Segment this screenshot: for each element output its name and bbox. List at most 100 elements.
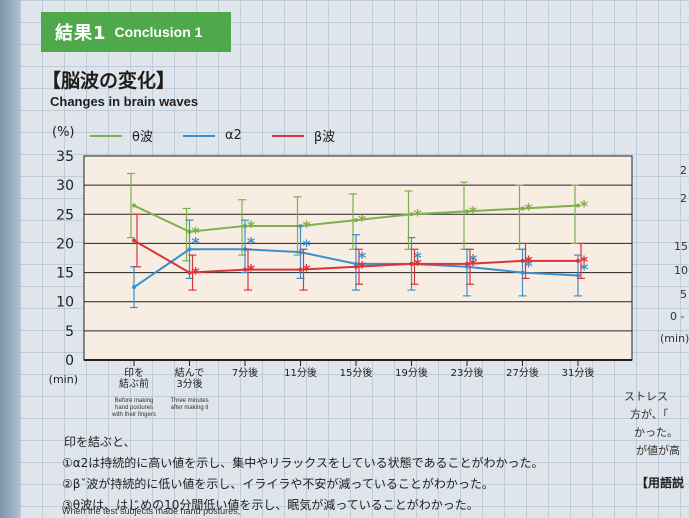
data-point: [354, 264, 358, 269]
significance-mark: *: [358, 258, 367, 277]
rp-tick-5: 5: [680, 288, 687, 301]
x-tick-label: 27分後: [506, 366, 539, 379]
note-line-3: ③θ波は、はじめの10分間低い値を示し、眠気が減っていることがわかった。: [62, 498, 479, 512]
significance-mark: *: [469, 255, 478, 274]
y-tick-label: 15: [56, 266, 74, 282]
notes-english: When the test subjects made hand posture…: [62, 506, 241, 516]
significance-mark: *: [413, 205, 422, 224]
badge-jp: 結果1: [55, 23, 107, 44]
conclusion-badge: 結果1 Conclusion 1: [41, 12, 231, 52]
legend-swatch-beta: [271, 134, 304, 137]
y-tick-label: 0: [65, 353, 74, 369]
significance-mark: *: [524, 252, 533, 271]
x-tick-note: after making it: [171, 405, 209, 411]
data-point: [409, 261, 414, 266]
y-tick-label: 5: [65, 324, 74, 340]
rp-tick-4: 10: [674, 264, 688, 277]
significance-mark: *: [247, 217, 256, 236]
legend-item-theta: θ波: [90, 126, 153, 145]
chart-legend: θ波 α2 β波: [90, 126, 335, 145]
data-point: [520, 206, 525, 211]
data-point: [576, 258, 580, 263]
rp-tick-unit: (min): [660, 332, 689, 345]
significance-mark: *: [191, 223, 200, 242]
rp-text-3: かった。: [634, 426, 678, 439]
section-subtitle: Changes in brain waves: [50, 94, 199, 109]
significance-mark: *: [302, 236, 311, 255]
significance-mark: *: [580, 259, 589, 278]
data-point: [354, 218, 358, 223]
significance-mark: *: [247, 261, 256, 280]
significance-mark: *: [413, 255, 422, 274]
data-point: [354, 261, 358, 266]
x-tick-note: with their fingers: [111, 412, 156, 418]
significance-mark: *: [302, 261, 311, 280]
x-tick-note: Three minutes: [170, 398, 208, 404]
x-tick-label: 結んで: [175, 366, 205, 379]
legend-label-beta: β波: [313, 130, 336, 145]
y-tick-label: 20: [56, 236, 74, 252]
notes-intro: 印を結ぶと、: [64, 435, 136, 449]
data-point: [132, 238, 136, 243]
rp-tick-2: 2: [680, 192, 687, 205]
data-point: [132, 285, 136, 290]
data-point: [576, 273, 580, 278]
section-title: 【脳波の変化】: [42, 70, 176, 92]
y-tick-label: 10: [56, 295, 74, 311]
significance-mark: *: [247, 233, 256, 252]
badge-en: Conclusion 1: [114, 24, 203, 40]
significance-mark: *: [580, 252, 589, 271]
conclusion-notes: 印を結ぶと、 ①α2は持続的に高い値を示し、集中やリラックスをしている状態である…: [62, 432, 543, 516]
legend-item-beta: β波: [271, 126, 336, 145]
data-point: [409, 212, 414, 217]
significance-mark: *: [191, 264, 200, 283]
legend-swatch-theta: [90, 134, 122, 137]
rp-text-4: が値が高: [636, 444, 680, 457]
data-point: [465, 209, 469, 214]
y-tick-label: 25: [56, 207, 74, 223]
rp-text-1: ストレス: [624, 390, 668, 403]
x-tick-note: hand postures: [115, 405, 153, 411]
y-unit-label: (%): [52, 125, 75, 140]
significance-mark: *: [524, 199, 533, 218]
significance-mark: *: [469, 202, 478, 221]
legend-label-theta: θ波: [132, 130, 153, 145]
data-point: [520, 270, 525, 275]
significance-mark: *: [358, 248, 367, 267]
legend-label-alpha2: α2: [224, 128, 242, 143]
significance-mark: *: [358, 211, 367, 230]
data-point: [520, 258, 525, 263]
x-tick-label: 23分後: [451, 366, 484, 379]
x-tick-note: Before making: [115, 398, 154, 404]
legend-item-alpha2: α2: [182, 126, 242, 145]
rp-tick-1: 2: [680, 164, 687, 177]
x-tick-label: 31分後: [562, 366, 595, 379]
significance-mark: *: [524, 257, 533, 276]
data-point: [298, 267, 303, 272]
x-tick-label: 結ぶ前: [119, 377, 149, 390]
x-tick-label: 11分後: [284, 366, 317, 379]
x-tick-label: 7分後: [232, 366, 258, 379]
display-edge: [0, 0, 22, 518]
significance-mark: *: [580, 197, 589, 216]
x-tick-label: 15分後: [340, 366, 373, 379]
x-tick-label: 3分後: [176, 377, 202, 390]
data-point: [576, 203, 580, 208]
rp-tick-3: 15: [674, 240, 688, 253]
data-point: [243, 267, 247, 272]
data-point: [187, 247, 192, 252]
data-point: [298, 250, 303, 255]
x-tick-label: 印を: [124, 367, 144, 379]
legend-swatch-alpha2: [182, 134, 215, 137]
rp-tick-6: 0 -: [670, 310, 685, 323]
data-point: [465, 261, 469, 266]
significance-mark: *: [413, 248, 422, 267]
significance-mark: *: [469, 251, 478, 270]
significance-mark: *: [302, 217, 311, 236]
significance-mark: *: [191, 233, 200, 252]
x-unit-label: (min): [49, 373, 78, 386]
note-line-2: ②βˇ波が持続的に低い値を示し、イライラや不安が減っていることがわかった。: [62, 477, 494, 491]
data-point: [187, 270, 192, 275]
glossary-title: 【用語説: [636, 476, 685, 490]
